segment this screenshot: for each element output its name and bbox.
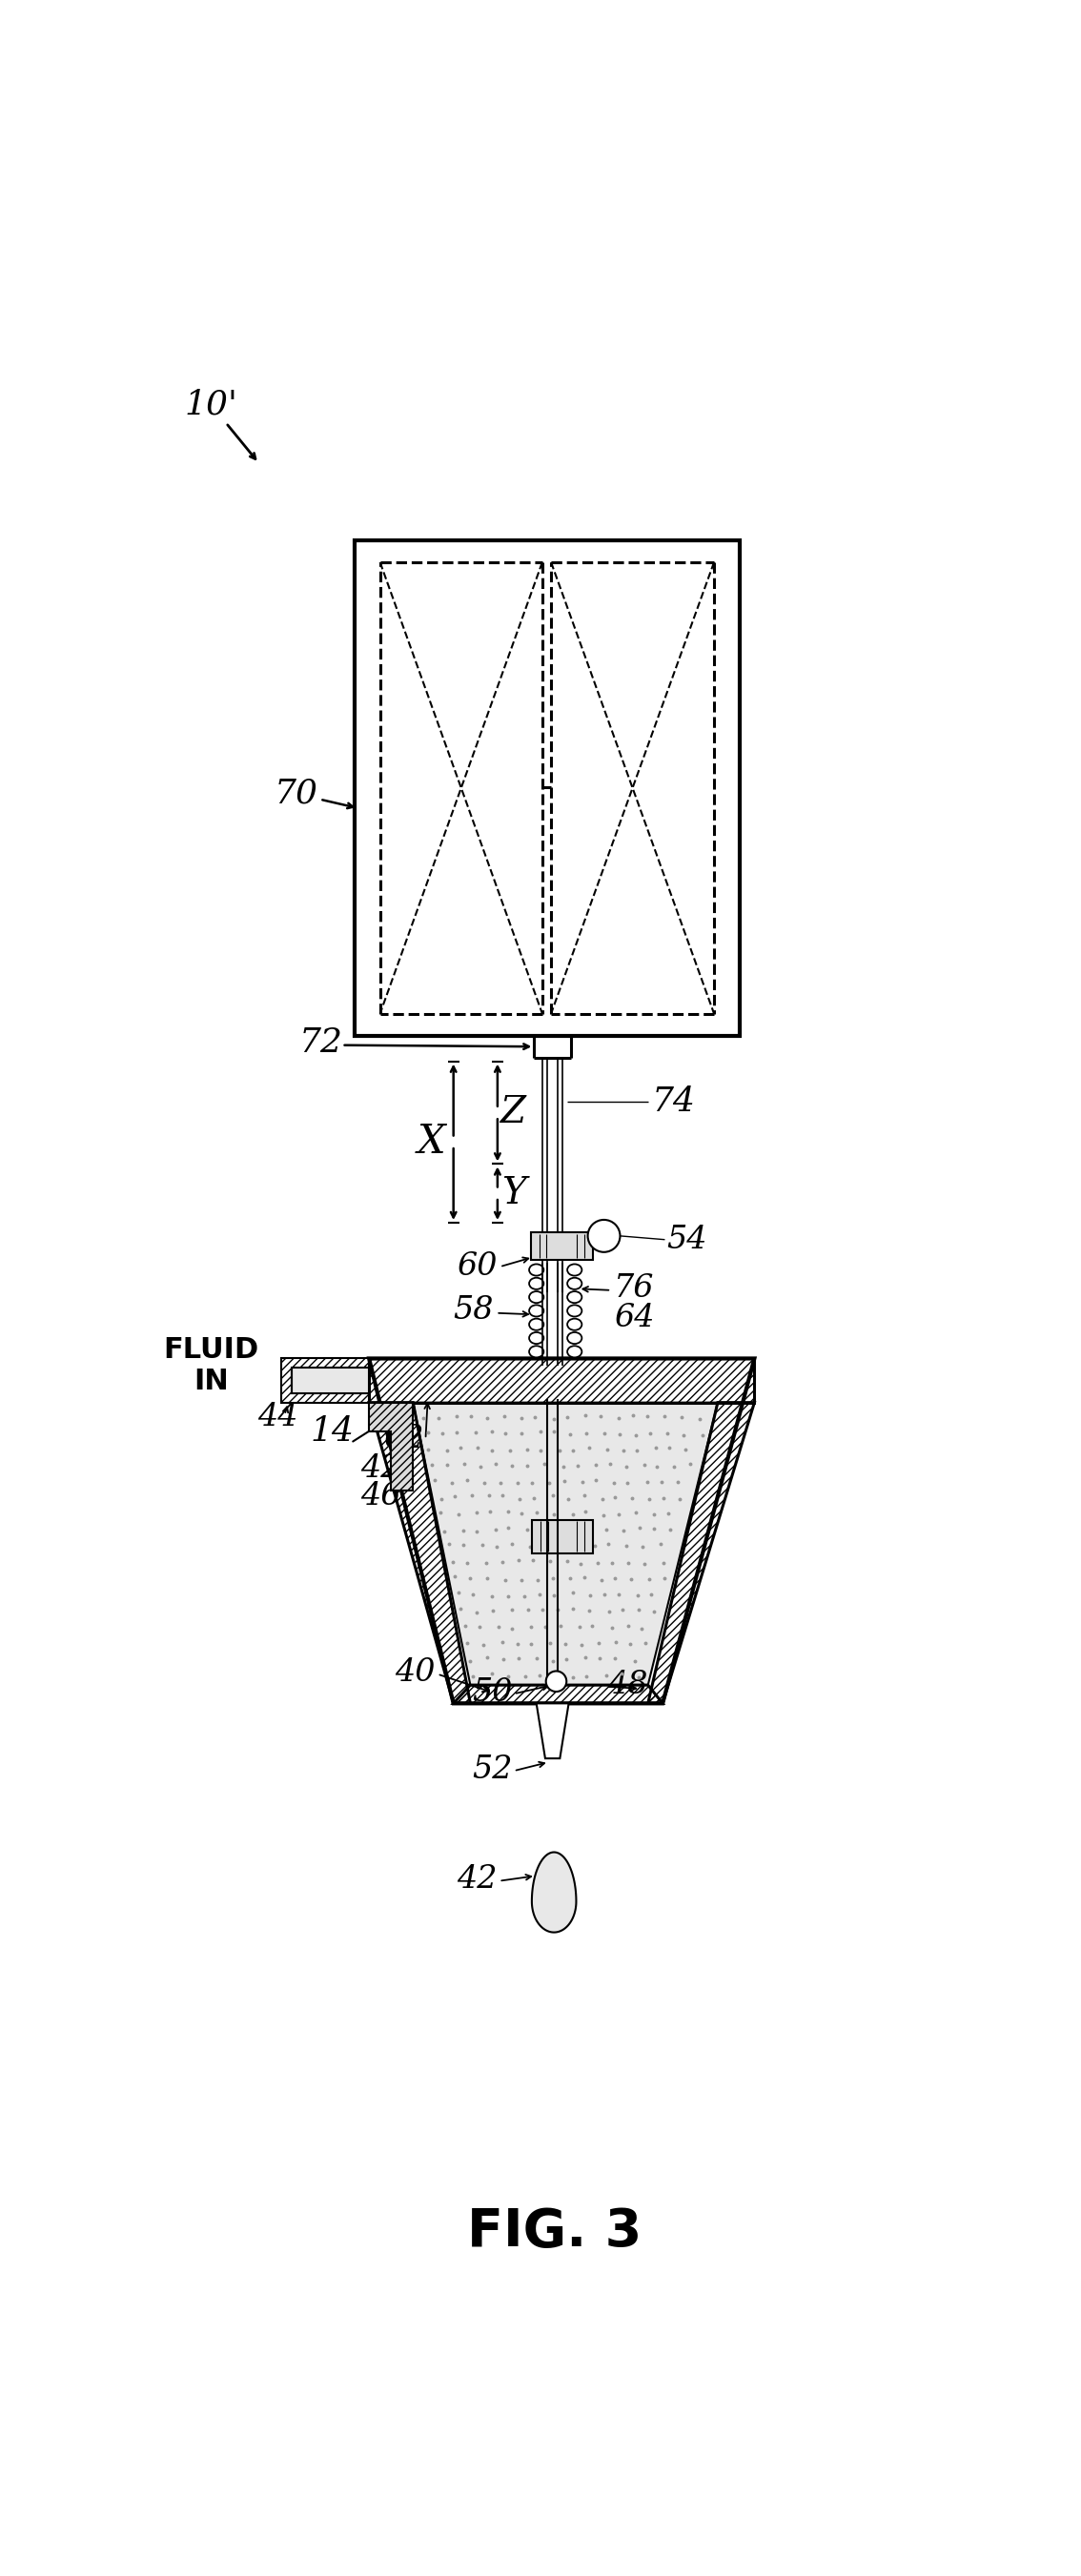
Text: Y: Y (502, 1175, 525, 1211)
Ellipse shape (568, 1332, 582, 1345)
Text: 40: 40 (395, 1656, 435, 1687)
Text: 44: 44 (257, 1401, 297, 1432)
Ellipse shape (529, 1319, 544, 1329)
Text: 14: 14 (310, 1417, 355, 1448)
Ellipse shape (529, 1345, 544, 1358)
Text: 60: 60 (457, 1252, 497, 1283)
Text: FIG. 3: FIG. 3 (467, 2205, 641, 2257)
Text: 10': 10' (185, 389, 238, 420)
Text: 72: 72 (299, 1028, 344, 1059)
Text: 74: 74 (652, 1084, 695, 1118)
Bar (355, 541, 739, 1036)
Ellipse shape (529, 1332, 544, 1345)
Ellipse shape (529, 1291, 544, 1303)
Ellipse shape (529, 1306, 544, 1316)
Polygon shape (413, 1401, 718, 1685)
Circle shape (588, 1221, 620, 1252)
Text: 76: 76 (613, 1273, 654, 1303)
Text: 46: 46 (360, 1481, 401, 1512)
Text: 48: 48 (608, 1669, 649, 1700)
Text: 70: 70 (273, 778, 318, 809)
Bar (531, 1231, 592, 1260)
Text: X: X (417, 1123, 445, 1162)
Ellipse shape (529, 1265, 544, 1275)
Polygon shape (536, 1703, 569, 1759)
Text: 42: 42 (457, 1865, 497, 1896)
Ellipse shape (568, 1291, 582, 1303)
Text: 54: 54 (666, 1224, 707, 1255)
Ellipse shape (568, 1306, 582, 1316)
Text: 62: 62 (384, 1425, 424, 1455)
Text: 42: 42 (360, 1453, 401, 1484)
Bar (532, 1520, 592, 1553)
Ellipse shape (568, 1265, 582, 1275)
Circle shape (546, 1672, 566, 1692)
Ellipse shape (529, 1278, 544, 1291)
Polygon shape (532, 1852, 576, 1932)
Text: 52: 52 (471, 1754, 512, 1785)
Text: 58: 58 (453, 1296, 494, 1327)
Text: 64: 64 (613, 1303, 654, 1334)
Ellipse shape (568, 1278, 582, 1291)
Ellipse shape (568, 1319, 582, 1329)
Polygon shape (369, 1401, 413, 1492)
Text: FLUID
IN: FLUID IN (163, 1337, 259, 1396)
Text: Z: Z (501, 1095, 526, 1131)
Ellipse shape (568, 1345, 582, 1358)
Text: 50: 50 (471, 1677, 512, 1708)
Polygon shape (292, 1368, 369, 1394)
